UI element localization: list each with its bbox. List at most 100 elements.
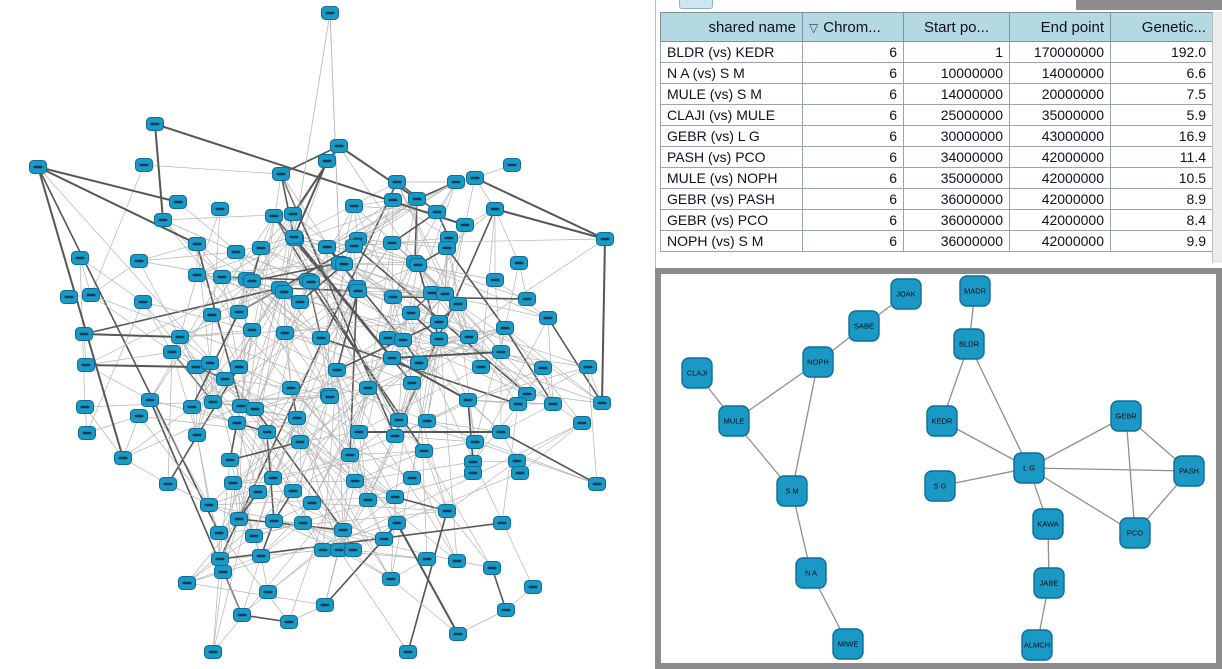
table-cell[interactable]: 42000000 <box>1009 146 1111 168</box>
network-edge[interactable] <box>494 208 520 264</box>
network-edge[interactable] <box>324 549 340 606</box>
table-cell[interactable]: 20000000 <box>1009 83 1111 105</box>
table-cell[interactable]: 192.0 <box>1110 41 1213 63</box>
network-edge[interactable] <box>284 263 345 334</box>
network-edge[interactable] <box>257 362 420 493</box>
network-edge[interactable] <box>90 260 140 296</box>
network-edge[interactable] <box>417 264 496 281</box>
network-node-claji[interactable]: CLAJI <box>681 357 713 389</box>
network-edge[interactable] <box>154 123 164 221</box>
network-edge[interactable] <box>138 251 237 262</box>
column-header-start-point[interactable]: Start po... <box>903 12 1010 42</box>
network-edge[interactable] <box>402 339 502 433</box>
filter-icon[interactable]: ▽ <box>809 20 819 35</box>
network-edge[interactable] <box>446 247 470 338</box>
network-edge[interactable] <box>494 208 606 240</box>
network-edge[interactable] <box>358 431 396 498</box>
network-edge[interactable] <box>358 296 394 433</box>
network-edge[interactable] <box>138 260 181 338</box>
network-edge[interactable] <box>90 164 145 296</box>
network-edge[interactable] <box>464 177 476 226</box>
network-edge[interactable] <box>391 357 469 401</box>
network-edge[interactable] <box>357 181 457 240</box>
network-edge[interactable] <box>186 518 240 584</box>
network-edge[interactable] <box>336 290 359 371</box>
network-edge[interactable] <box>212 480 356 653</box>
network-edge[interactable] <box>324 538 385 606</box>
column-header-chromosome[interactable]: ▽ Chrom... <box>802 12 904 42</box>
network-edge[interactable] <box>292 394 330 492</box>
network-edge[interactable] <box>322 422 583 551</box>
column-header-shared-name[interactable]: shared name <box>660 12 803 42</box>
network-edge[interactable] <box>273 215 400 421</box>
network-edge[interactable] <box>516 422 583 462</box>
table-cell[interactable]: 42000000 <box>1009 230 1111 252</box>
column-header-end-point[interactable]: End point <box>1009 12 1111 42</box>
network-edge[interactable] <box>260 247 482 368</box>
network-edge[interactable] <box>179 321 440 338</box>
network-edge[interactable] <box>293 12 331 238</box>
network-edge[interactable] <box>391 303 459 359</box>
network-edge[interactable] <box>352 549 428 560</box>
network-edge[interactable] <box>426 420 502 433</box>
table-cell[interactable]: 6 <box>802 104 904 126</box>
network-edge[interactable] <box>391 238 606 244</box>
network-edge[interactable] <box>354 450 425 482</box>
network-edge[interactable] <box>320 337 330 396</box>
network-edge[interactable] <box>238 291 285 368</box>
network-edge[interactable] <box>85 280 253 366</box>
table-row[interactable]: PASH (vs) PCO 6 34000000 42000000 11.4 <box>660 146 1213 168</box>
table-cell[interactable]: 5.9 <box>1110 104 1213 126</box>
network-edge[interactable] <box>85 364 197 368</box>
network-edge[interactable] <box>232 441 301 484</box>
network-edge[interactable] <box>410 181 457 314</box>
network-edge[interactable] <box>86 301 144 434</box>
table-row[interactable]: GEBR (vs) L G 6 30000000 43000000 16.9 <box>660 125 1213 147</box>
network-edge[interactable] <box>601 238 606 404</box>
network-edge[interactable] <box>1028 467 1136 534</box>
network-edge[interactable] <box>266 431 294 492</box>
table-cell[interactable]: 42000000 <box>1009 209 1111 231</box>
network-edge[interactable] <box>367 242 393 389</box>
network-edge[interactable] <box>474 441 598 485</box>
network-edge[interactable] <box>179 311 240 338</box>
network-edge[interactable] <box>329 12 341 264</box>
network-node-bldr[interactable]: BLDR <box>953 328 985 360</box>
network-edge[interactable] <box>85 364 151 401</box>
network-edge[interactable] <box>504 327 583 424</box>
column-header-genetic[interactable]: Genetic... <box>1110 12 1213 42</box>
network-edge[interactable] <box>212 571 224 653</box>
network-edge[interactable] <box>196 208 221 276</box>
network-edge[interactable] <box>37 166 179 203</box>
network-edge[interactable] <box>387 198 418 339</box>
network-node-na[interactable]: N A <box>795 557 827 589</box>
table-cell[interactable]: 14000000 <box>903 83 1010 105</box>
network-edge[interactable] <box>402 339 413 384</box>
network-edge[interactable] <box>122 406 193 459</box>
network-edge[interactable] <box>142 301 173 353</box>
network-edge[interactable] <box>343 261 416 265</box>
network-edge[interactable] <box>394 435 476 443</box>
table-cell[interactable]: 6 <box>802 146 904 168</box>
network-edge[interactable] <box>222 522 398 573</box>
network-edge[interactable] <box>149 399 210 506</box>
network-edge[interactable] <box>407 510 448 653</box>
network-edge[interactable] <box>284 332 292 389</box>
network-edge[interactable] <box>322 496 396 551</box>
network-edge[interactable] <box>221 236 295 278</box>
network-node-jabe[interactable]: JABE <box>1033 567 1065 599</box>
network-edge[interactable] <box>500 351 554 405</box>
table-row[interactable]: MULE (vs) NOPH 6 35000000 42000000 10.5 <box>660 167 1213 189</box>
network-edge[interactable] <box>179 274 198 338</box>
network-edge[interactable] <box>224 378 292 389</box>
table-cell[interactable]: 6 <box>802 125 904 147</box>
network-edge[interactable] <box>273 520 385 540</box>
table-cell[interactable]: 9.9 <box>1110 230 1213 252</box>
table-cell[interactable]: 6 <box>802 167 904 189</box>
table-row[interactable]: CLAJI (vs) MULE 6 25000000 35000000 5.9 <box>660 104 1213 126</box>
network-node-kawa[interactable]: KAWA <box>1032 508 1064 540</box>
network-edge[interactable] <box>311 502 354 551</box>
network-edge[interactable] <box>222 571 243 616</box>
network-edge[interactable] <box>402 264 419 341</box>
network-edge[interactable] <box>367 435 396 501</box>
